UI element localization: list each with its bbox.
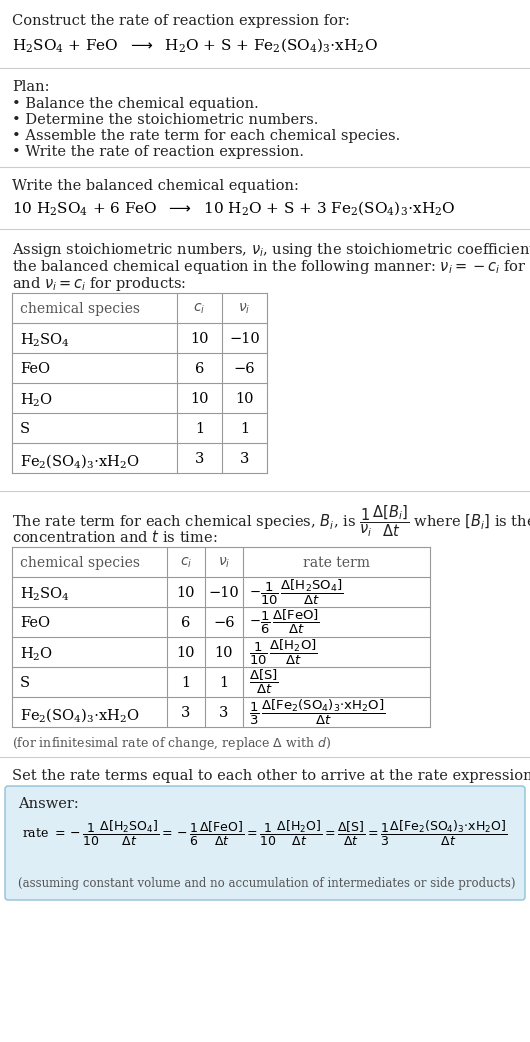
Text: chemical species: chemical species: [20, 302, 140, 316]
Text: 10 $\mathregular{H_2SO_4}$ + 6 FeO  $\longrightarrow$  10 $\mathregular{H_2O}$ +: 10 $\mathregular{H_2SO_4}$ + 6 FeO $\lon…: [12, 199, 455, 217]
Text: 3: 3: [181, 706, 191, 720]
Text: concentration and $t$ is time:: concentration and $t$ is time:: [12, 529, 217, 545]
Text: $\dfrac{1}{3}\,\dfrac{\Delta[\mathrm{Fe_2(SO_4)_3{\cdot}xH_2O}]}{\Delta t}$: $\dfrac{1}{3}\,\dfrac{\Delta[\mathrm{Fe_…: [249, 697, 385, 726]
Text: rate term: rate term: [303, 556, 370, 570]
Text: S: S: [20, 422, 30, 436]
Text: 10: 10: [190, 332, 209, 346]
Text: 3: 3: [240, 452, 249, 466]
Text: • Assemble the rate term for each chemical species.: • Assemble the rate term for each chemic…: [12, 129, 400, 143]
Text: Construct the rate of reaction expression for:: Construct the rate of reaction expressio…: [12, 14, 350, 28]
Text: 10: 10: [235, 392, 254, 406]
Text: S: S: [20, 676, 30, 690]
Text: $\mathregular{H_2O}$: $\mathregular{H_2O}$: [20, 646, 53, 664]
Text: $-\dfrac{1}{10}\,\dfrac{\Delta[\mathrm{H_2SO_4}]}{\Delta t}$: $-\dfrac{1}{10}\,\dfrac{\Delta[\mathrm{H…: [249, 577, 344, 606]
Text: 1: 1: [240, 422, 249, 436]
Text: $\mathregular{Fe_2(SO_4)_3{\cdot}xH_2O}$: $\mathregular{Fe_2(SO_4)_3{\cdot}xH_2O}$: [20, 706, 140, 724]
Text: • Write the rate of reaction expression.: • Write the rate of reaction expression.: [12, 145, 304, 159]
Text: 1: 1: [181, 676, 191, 690]
Text: Set the rate terms equal to each other to arrive at the rate expression:: Set the rate terms equal to each other t…: [12, 769, 530, 783]
Text: chemical species: chemical species: [20, 556, 140, 570]
Text: • Determine the stoichiometric numbers.: • Determine the stoichiometric numbers.: [12, 113, 319, 127]
Text: 10: 10: [176, 586, 195, 600]
Text: $\nu_i$: $\nu_i$: [218, 556, 230, 570]
Text: 6: 6: [195, 362, 204, 376]
Text: −6: −6: [213, 616, 235, 630]
Text: Write the balanced chemical equation:: Write the balanced chemical equation:: [12, 179, 299, 193]
Text: the balanced chemical equation in the following manner: $\nu_i = -c_i$ for react: the balanced chemical equation in the fo…: [12, 258, 530, 276]
Text: (for infinitesimal rate of change, replace $\Delta$ with $d$): (for infinitesimal rate of change, repla…: [12, 735, 331, 752]
Text: $\mathregular{H_2SO_4}$: $\mathregular{H_2SO_4}$: [20, 586, 70, 603]
Text: $-\dfrac{1}{6}\,\dfrac{\Delta[\mathrm{FeO}]}{\Delta t}$: $-\dfrac{1}{6}\,\dfrac{\Delta[\mathrm{Fe…: [249, 607, 320, 636]
Text: −10: −10: [229, 332, 260, 346]
Text: $\mathregular{Fe_2(SO_4)_3{\cdot}xH_2O}$: $\mathregular{Fe_2(SO_4)_3{\cdot}xH_2O}$: [20, 452, 140, 470]
FancyBboxPatch shape: [5, 786, 525, 900]
Text: 10: 10: [215, 646, 233, 660]
Text: $\dfrac{1}{10}\,\dfrac{\Delta[\mathrm{H_2O}]}{\Delta t}$: $\dfrac{1}{10}\,\dfrac{\Delta[\mathrm{H_…: [249, 638, 318, 667]
Text: Assign stoichiometric numbers, $\nu_i$, using the stoichiometric coefficients, $: Assign stoichiometric numbers, $\nu_i$, …: [12, 241, 530, 259]
Text: Answer:: Answer:: [18, 797, 79, 811]
Text: Plan:: Plan:: [12, 80, 49, 94]
Text: 3: 3: [219, 706, 228, 720]
Text: • Balance the chemical equation.: • Balance the chemical equation.: [12, 97, 259, 111]
Text: $\mathregular{H_2O}$: $\mathregular{H_2O}$: [20, 392, 53, 410]
Text: $\mathregular{H_2SO_4}$: $\mathregular{H_2SO_4}$: [20, 332, 70, 349]
Text: 10: 10: [176, 646, 195, 660]
Text: $\mathregular{H_2SO_4}$ + FeO  $\longrightarrow$  $\mathregular{H_2O}$ + S + $\m: $\mathregular{H_2SO_4}$ + FeO $\longrigh…: [12, 36, 378, 54]
Text: $c_i$: $c_i$: [193, 302, 206, 317]
Text: 6: 6: [181, 616, 191, 630]
Text: 1: 1: [219, 676, 228, 690]
Text: rate $= -\dfrac{1}{10}\dfrac{\Delta[\mathrm{H_2SO_4}]}{\Delta t}= -\dfrac{1}{6}\: rate $= -\dfrac{1}{10}\dfrac{\Delta[\mat…: [22, 819, 507, 848]
Text: (assuming constant volume and no accumulation of intermediates or side products): (assuming constant volume and no accumul…: [18, 877, 516, 890]
Text: The rate term for each chemical species, $B_i$, is $\dfrac{1}{\nu_i}\dfrac{\Delt: The rate term for each chemical species,…: [12, 503, 530, 539]
Text: $\dfrac{\Delta[\mathrm{S}]}{\Delta t}$: $\dfrac{\Delta[\mathrm{S}]}{\Delta t}$: [249, 668, 279, 696]
Text: 10: 10: [190, 392, 209, 406]
Text: FeO: FeO: [20, 362, 50, 376]
Text: −6: −6: [234, 362, 255, 376]
Text: 1: 1: [195, 422, 204, 436]
Text: and $\nu_i = c_i$ for products:: and $\nu_i = c_i$ for products:: [12, 275, 187, 293]
Text: $\nu_i$: $\nu_i$: [238, 302, 251, 317]
Text: −10: −10: [209, 586, 240, 600]
Text: $c_i$: $c_i$: [180, 556, 192, 570]
Text: FeO: FeO: [20, 616, 50, 630]
Text: 3: 3: [195, 452, 204, 466]
